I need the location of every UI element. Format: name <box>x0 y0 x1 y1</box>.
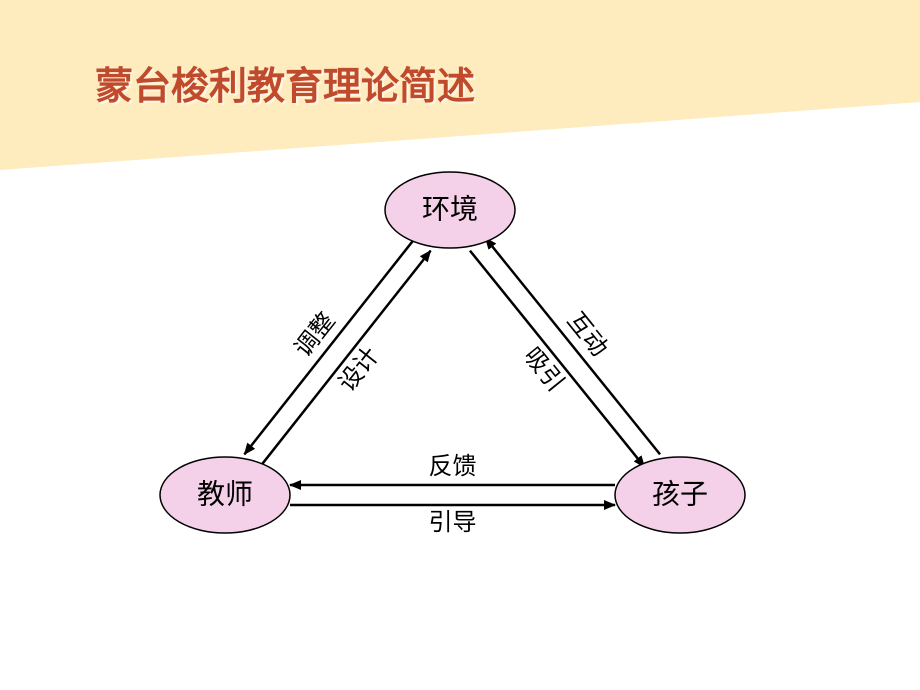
node-teacher: 教师 <box>160 457 290 533</box>
node-label-child: 孩子 <box>652 479 708 511</box>
node-label-teacher: 教师 <box>197 479 253 511</box>
node-env: 环境 <box>385 172 515 248</box>
edge-label-teacher-env: 设计 <box>334 342 385 396</box>
node-child: 孩子 <box>615 457 745 533</box>
edge-label-child-teacher: 反馈 <box>429 453 477 480</box>
edge-env-child <box>470 251 645 467</box>
edge-env-teacher <box>244 238 415 454</box>
edge-teacher-env <box>260 251 431 467</box>
edge-label-env-teacher: 调整 <box>290 308 341 362</box>
concept-diagram: 环境教师 孩子 设计调整吸引互动反馈引导 <box>0 0 920 690</box>
edge-label-teacher-child: 引导 <box>429 509 477 536</box>
edge-child-env <box>486 238 661 454</box>
edge-label-child-env: 互动 <box>562 307 613 361</box>
edge-label-env-child: 吸引 <box>518 343 569 397</box>
node-label-env: 环境 <box>422 194 478 226</box>
